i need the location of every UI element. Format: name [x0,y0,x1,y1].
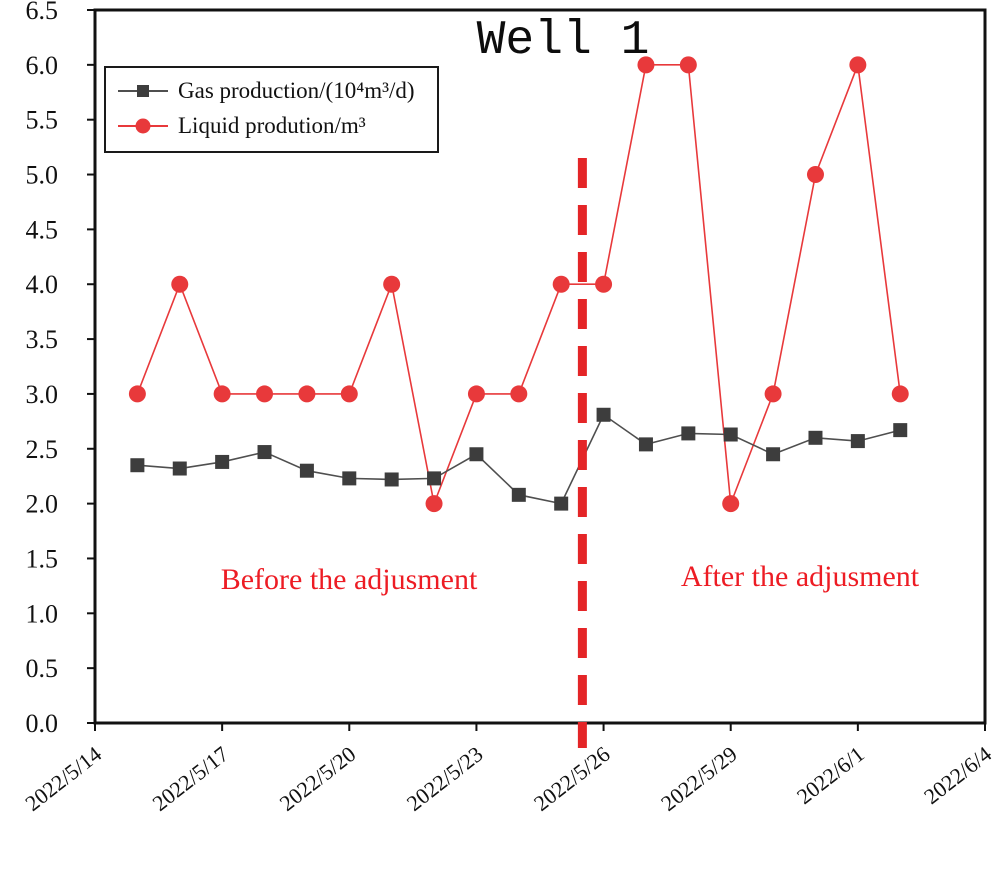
gas-data-point [808,430,823,445]
legend-item-gas: Gas production/(10⁴m³/d) [118,78,415,104]
annotation-before-adjustment: Before the adjusment [220,563,478,596]
gas-data-point [299,463,314,478]
y-tick-label: 2.5 [26,435,59,464]
gas-data-point [850,434,865,449]
gas-data-point [893,423,908,438]
liquid-data-point [298,385,316,403]
y-tick-label: 6.5 [26,0,59,25]
gas-square-marker-icon [137,85,149,97]
liquid-data-point [383,275,401,293]
x-tick-label: 2022/5/14 [20,741,106,816]
liquid-data-point [510,385,528,403]
plot-border [93,8,987,725]
y-tick-label: 2.0 [26,490,59,519]
gas-data-point [681,426,696,441]
liquid-data-point [213,385,231,403]
liquid-data-point [849,56,867,74]
y-tick-label: 0.0 [26,709,59,738]
liquid-data-point [806,166,824,184]
legend-label-gas: Gas production/(10⁴m³/d) [178,78,415,103]
gas-data-point [215,454,230,469]
liquid-data-point [128,385,146,403]
y-tick-label: 1.0 [26,599,59,628]
gas-data-point [511,487,526,502]
legend-item-liquid: Liquid prodution/m³ [118,113,415,139]
gas-data-point [384,472,399,487]
gas-data-point [130,458,145,473]
x-tick-label: 2022/6/1 [792,741,869,809]
x-tick-label: 2022/6/4 [919,741,996,809]
annotation-after-adjustment: After the adjusment [680,560,920,593]
legend-label-liquid: Liquid prodution/m³ [178,113,366,138]
gas-data-point [638,437,653,452]
x-tick-label: 2022/5/20 [275,741,361,816]
liquid-data-point [595,275,613,293]
liquid-data-point [467,385,485,403]
x-tick-label: 2022/5/23 [402,741,488,816]
y-tick-label: 4.0 [26,270,59,299]
gas-series-marker-icon [118,82,168,100]
liquid-data-point [256,385,274,403]
y-tick-label: 3.5 [26,325,59,354]
gas-data-point [427,471,442,486]
gas-data-point [554,496,569,511]
x-tick-label: 2022/5/17 [148,741,234,816]
gas-data-point [469,447,484,462]
liquid-data-point [679,56,697,74]
y-tick-label: 0.5 [26,654,59,683]
liquid-data-point [171,275,189,293]
x-tick-label: 2022/5/26 [529,741,615,816]
liquid-data-point [637,56,655,74]
legend: Gas production/(10⁴m³/d) Liquid produtio… [104,66,439,153]
gas-data-point [723,427,738,442]
x-tick-label: 2022/5/29 [656,741,742,816]
gas-data-point [342,471,357,486]
gas-data-point [596,407,611,422]
y-tick-label: 4.5 [26,215,59,244]
gas-data-point [766,447,781,462]
liquid-data-point [891,385,909,403]
y-tick-label: 3.0 [26,380,59,409]
gas-data-point [257,445,272,460]
liquid-data-point [340,385,358,403]
y-tick-label: 5.0 [26,161,59,190]
liquid-circle-marker-icon [135,118,151,134]
gas-data-point [172,461,187,476]
y-tick-label: 1.5 [26,544,59,573]
liquid-series-marker-icon [118,117,168,135]
liquid-data-point [722,495,740,513]
liquid-data-point [552,275,570,293]
chart-title: Well 1 [476,14,650,68]
liquid-data-point [764,385,782,403]
y-tick-label: 6.0 [26,51,59,80]
y-tick-label: 5.5 [26,106,59,135]
liquid-data-point [425,495,443,513]
